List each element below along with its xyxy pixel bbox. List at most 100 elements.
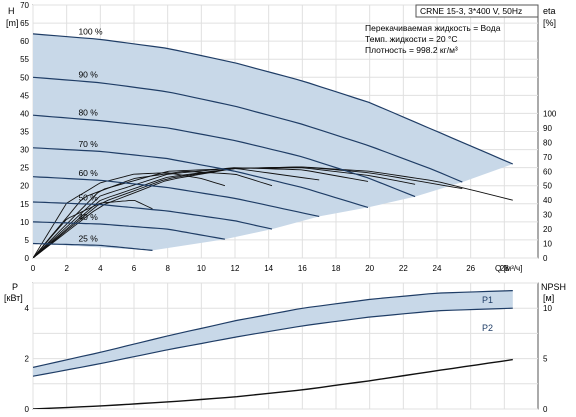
head-curve — [33, 221, 225, 240]
left-axis-label: H — [8, 6, 15, 16]
right-axis-label: eta — [543, 6, 556, 16]
efficiency-curve — [33, 199, 153, 258]
left-tick-label: 50 — [20, 73, 29, 82]
right-tick-label: 70 — [543, 153, 552, 162]
speed-labels: 100 % 90 % 80 % 70 % 60 % 50 % 40 % 25 % — [78, 26, 103, 243]
left-tick-label: 45 — [20, 91, 29, 100]
x-axis-label: Q [м³/ч] — [495, 264, 522, 273]
x-tick-label: 20 — [365, 264, 374, 273]
series-label-p2: P2 — [482, 323, 493, 333]
left-tick-label: 0 — [25, 254, 30, 263]
power-curve-p2 — [33, 307, 513, 377]
x-tick-label: 2 — [64, 264, 69, 273]
right-tick-label: 50 — [543, 182, 552, 191]
power-axis-tick-labels: 0 2 4 — [25, 304, 30, 414]
power-axis-unit: [кВт] — [4, 293, 23, 303]
power-curves — [33, 290, 513, 377]
power-curve-p1 — [33, 290, 513, 368]
npsh-axis-label: NPSH — [541, 282, 566, 292]
left-tick-label: 25 — [20, 164, 29, 173]
left-tick-label: 35 — [20, 128, 29, 137]
speed-label: 100 % — [78, 26, 103, 36]
head-efficiency-panel: 0 2 4 6 8 10 12 14 16 18 20 22 24 26 28 05101520253035… — [6, 1, 557, 273]
head-curve — [33, 176, 320, 217]
left-tick-label: 55 — [20, 55, 29, 64]
speed-label: 60 % — [78, 168, 98, 178]
right-tick-label: 60 — [543, 167, 552, 176]
speed-label: 70 % — [78, 139, 98, 149]
npsh-curve — [33, 358, 513, 409]
right-tick-label: 20 — [543, 225, 552, 234]
title-box — [415, 4, 539, 18]
left-tick-label: 70 — [20, 1, 29, 10]
speed-label: 50 % — [78, 193, 98, 203]
power-npsh-panel: 0 2 4 0 5 10 P [кВт] NPSH [м] P1 P2 — [4, 282, 566, 414]
npsh-axis-tick-labels: 0 5 10 — [543, 304, 552, 414]
speed-label: 40 % — [78, 212, 98, 222]
left-tick-label: 40 — [20, 109, 29, 118]
efficiency-curve — [33, 171, 273, 258]
head-curve — [33, 76, 463, 183]
right-tick-label: 40 — [543, 196, 552, 205]
efficiency-curve — [33, 172, 226, 258]
power-tick-label: 0 — [25, 405, 30, 414]
left-axis-tick-labels: 0 5 10 15 20 25 30 35 40 45 50 55 60 65 70 — [20, 1, 29, 263]
npsh-tick-label: 5 — [543, 355, 548, 364]
left-tick-label: 30 — [20, 146, 29, 155]
head-curves — [33, 33, 514, 251]
power-tick-label: 2 — [25, 355, 30, 364]
x-tick-label: 28 — [500, 264, 509, 273]
x-tick-label: 14 — [264, 264, 273, 273]
left-tick-label: 10 — [20, 218, 29, 227]
right-tick-label: 30 — [543, 211, 552, 220]
x-tick-label: 10 — [197, 264, 206, 273]
x-tick-label: 4 — [98, 264, 103, 273]
right-axis-tick-labels: 0 10 20 30 40 50 60 70 80 90 100 — [543, 109, 557, 263]
right-tick-label: 80 — [543, 138, 552, 147]
right-tick-label: 0 — [543, 254, 548, 263]
head-curve — [33, 114, 416, 198]
right-tick-label: 90 — [543, 124, 552, 133]
left-tick-label: 15 — [20, 200, 29, 209]
x-axis-tick-labels: 0 2 4 6 8 10 12 14 16 18 20 22 24 26 28 — [31, 264, 510, 273]
power-range-area — [33, 290, 513, 377]
right-axis-unit: [%] — [543, 18, 556, 28]
x-tick-label: 6 — [132, 264, 137, 273]
x-tick-label: 22 — [399, 264, 408, 273]
left-tick-label: 60 — [20, 37, 29, 46]
speed-label: 90 % — [78, 70, 98, 80]
efficiency-curve — [33, 167, 320, 258]
efficiency-curve — [33, 167, 369, 258]
efficiency-curves — [33, 166, 513, 258]
note-density: Плотность = 998.2 кг/м³ — [365, 45, 458, 55]
head-curve — [33, 147, 369, 208]
note-temperature: Темп. жидкости = 20 °C — [365, 34, 457, 44]
chart-title: CRNE 15-3, 3*400 V, 50Hz — [420, 6, 522, 16]
head-curve — [33, 242, 153, 251]
right-tick-label: 10 — [543, 240, 552, 249]
speed-label: 80 % — [78, 108, 98, 118]
npsh-curves — [33, 358, 513, 409]
x-tick-label: 16 — [298, 264, 307, 273]
npsh-axis-unit: [м] — [543, 293, 554, 303]
head-curve — [33, 33, 514, 165]
operating-range-area — [33, 33, 513, 251]
head-curve — [33, 201, 273, 230]
power-axis-label: P — [12, 282, 18, 292]
right-tick-label: 100 — [543, 109, 557, 118]
series-label-p1: P1 — [482, 295, 493, 305]
power-tick-label: 4 — [25, 304, 30, 313]
left-tick-label: 65 — [20, 19, 29, 28]
left-tick-label: 20 — [20, 182, 29, 191]
left-axis-unit: [m] — [6, 18, 19, 28]
npsh-tick-label: 0 — [543, 405, 548, 414]
x-tick-label: 12 — [231, 264, 240, 273]
x-tick-label: 8 — [165, 264, 170, 273]
x-tick-label: 0 — [31, 264, 36, 273]
x-tick-label: 26 — [466, 264, 475, 273]
x-tick-label: 18 — [332, 264, 341, 273]
x-tick-label: 24 — [433, 264, 442, 273]
speed-label: 25 % — [78, 234, 98, 244]
fluid-notes: Перекачиваемая жидкость = Вода Темп. жид… — [365, 23, 501, 55]
